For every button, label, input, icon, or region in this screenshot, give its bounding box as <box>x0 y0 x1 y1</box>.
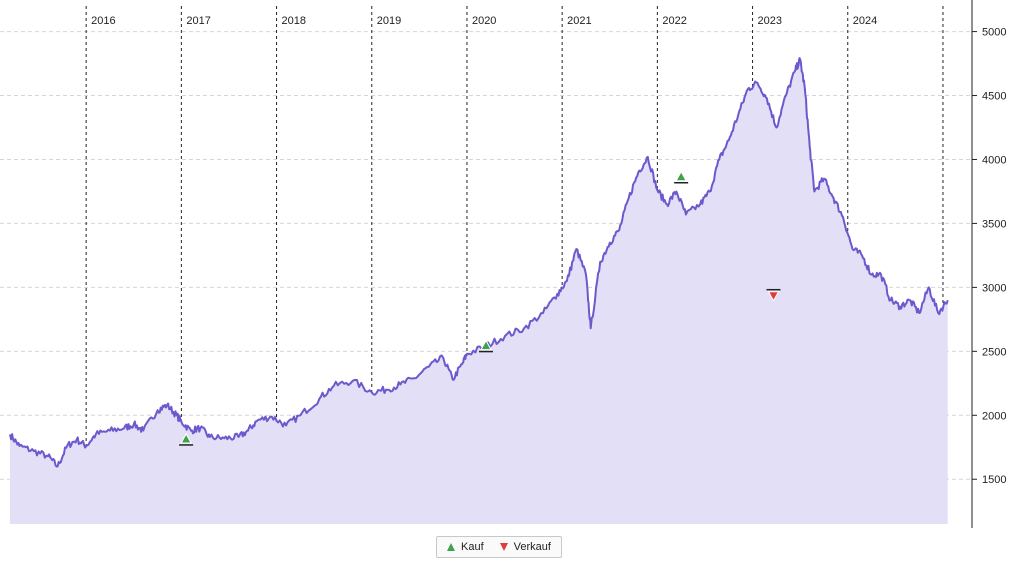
y-axis-ticks: 1500 2000 2500 3000 3500 4000 4500 5000 <box>972 27 1006 486</box>
year-label-2022: 2022 <box>662 15 686 27</box>
year-label-2023: 2023 <box>758 15 782 27</box>
year-labels: 2016 2017 2018 2019 2020 2021 2022 2023 2024 <box>91 15 877 27</box>
buy-triangle-icon <box>447 543 455 551</box>
y-tick-label-3000: 3000 <box>982 282 1006 294</box>
y-tick-label-1500: 1500 <box>982 474 1006 486</box>
year-label-2021: 2021 <box>567 15 591 27</box>
price-area-fill <box>10 58 948 524</box>
y-tick-label-5000: 5000 <box>982 27 1006 39</box>
trade-signals <box>179 170 781 446</box>
buy-signal-icon <box>675 170 688 182</box>
legend: Kauf Verkauf <box>436 536 562 558</box>
year-label-2016: 2016 <box>91 15 115 27</box>
legend-sell-entry[interactable]: Verkauf <box>499 541 551 553</box>
year-label-2020: 2020 <box>472 15 496 27</box>
year-label-2017: 2017 <box>186 15 210 27</box>
year-label-2018: 2018 <box>282 15 306 27</box>
legend-buy-label: Kauf <box>461 541 484 553</box>
legend-buy-entry[interactable]: Kauf <box>447 541 484 553</box>
price-line <box>9 57 949 468</box>
year-label-2024: 2024 <box>853 15 877 27</box>
y-tick-label-4500: 4500 <box>982 91 1006 103</box>
signal-marker-2 <box>479 339 493 353</box>
buy-signal-icon <box>480 339 492 351</box>
signal-marker-4 <box>766 288 781 302</box>
y-tick-label-2500: 2500 <box>982 346 1006 358</box>
sell-triangle-icon <box>499 543 508 551</box>
y-tick-label-3500: 3500 <box>982 218 1006 230</box>
y-tick-label-2000: 2000 <box>982 410 1006 422</box>
signal-marker-3 <box>674 170 689 184</box>
legend-sell-label: Verkauf <box>513 541 551 553</box>
buy-signal-icon <box>180 432 192 444</box>
signal-marker-1 <box>179 432 194 446</box>
sell-signal-icon <box>767 291 780 302</box>
year-label-2019: 2019 <box>377 15 401 27</box>
y-tick-label-4000: 4000 <box>982 154 1006 166</box>
